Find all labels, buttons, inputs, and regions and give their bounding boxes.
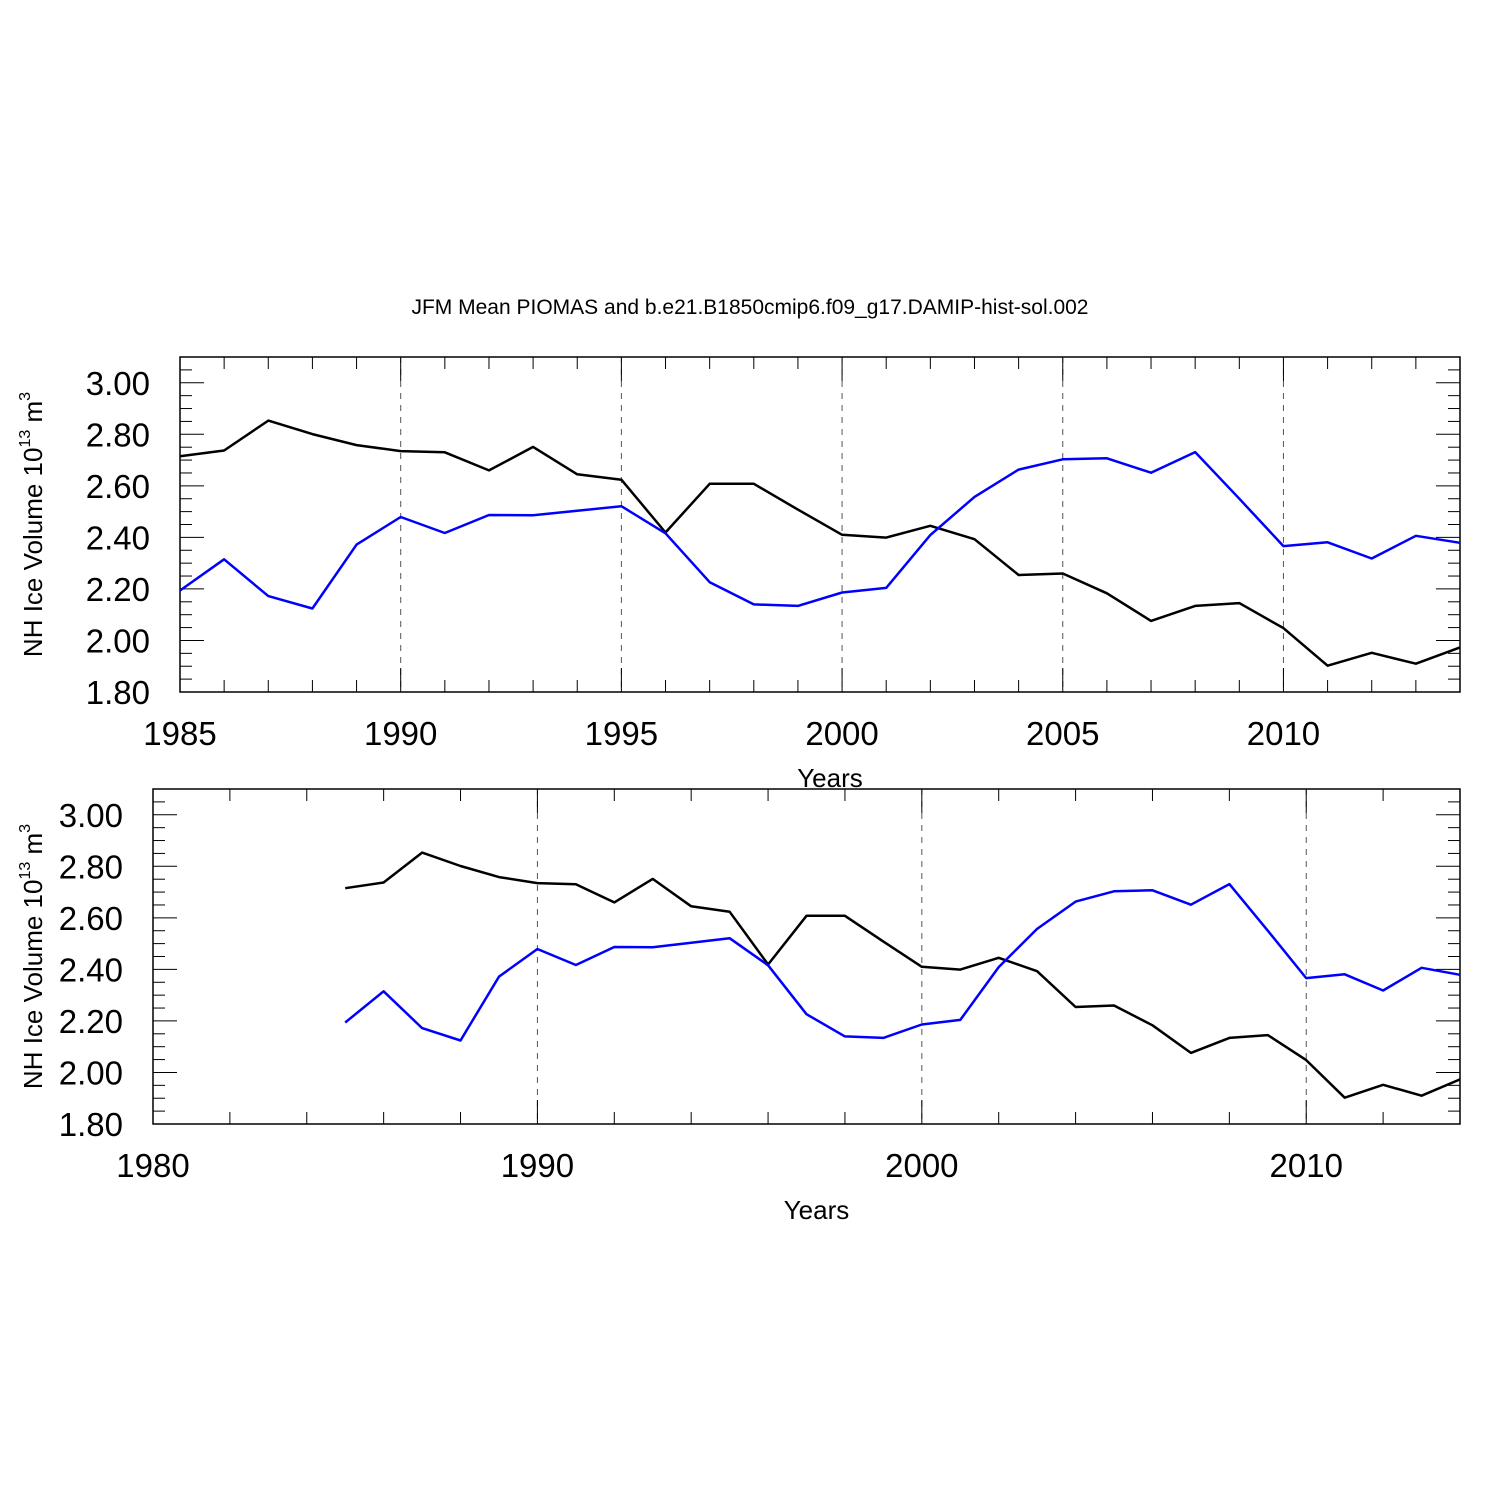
y-tick-label: 2.20 [86, 571, 150, 608]
y-tick-label: 1.80 [59, 1106, 123, 1143]
x-tick-label: 2010 [1247, 715, 1320, 752]
y-axis-title: NH Ice Volume 1013 m3 [17, 392, 48, 657]
x-axis-title: Years [797, 763, 863, 793]
x-tick-label: 1980 [116, 1147, 189, 1184]
y-tick-label: 3.00 [86, 365, 150, 402]
y-axis-title-unit-exp: 3 [17, 824, 34, 833]
x-tick-label: 2000 [805, 715, 878, 752]
x-axis-title: Years [784, 1195, 850, 1225]
y-axis-title-exp: 13 [17, 430, 34, 448]
chart-title: JFM Mean PIOMAS and b.e21.B1850cmip6.f09… [411, 296, 1089, 319]
y-axis-title-exp: 13 [17, 862, 34, 880]
y-axis-title: NH Ice Volume 1013 m3 [17, 824, 48, 1089]
x-tick-label: 1985 [143, 715, 216, 752]
y-tick-label: 2.20 [59, 1003, 123, 1040]
y-tick-label: 1.80 [86, 674, 150, 711]
y-tick-label: 2.00 [59, 1054, 123, 1091]
y-tick-label: 2.40 [59, 951, 123, 988]
y-axis-title-prefix: NH Ice Volume 10 [18, 880, 48, 1090]
x-tick-label: 2000 [885, 1147, 958, 1184]
panel-1: 1985 1990 1995 2000 2005 2010 1.80 2.00 2.20 2.40… [17, 356, 1461, 793]
y-tick-label: 2.80 [59, 848, 123, 885]
y-tick-label: 2.80 [86, 416, 150, 453]
y-tick-label: 2.40 [86, 519, 150, 556]
series-line-piomas [179, 419, 1461, 667]
y-axis-title-unit: m [18, 401, 48, 430]
series-line-piomas [345, 851, 1461, 1099]
series-line-model [179, 450, 1461, 610]
x-tick-label: 1995 [585, 715, 658, 752]
x-tick-label: 2010 [1270, 1147, 1343, 1184]
plot-frame [152, 788, 1461, 1125]
y-tick-label: 2.00 [86, 622, 150, 659]
x-tick-label: 1990 [501, 1147, 574, 1184]
panel-2: 1980 1990 2000 2010 1.80 2.00 2.20 2.40 2.60 2.80… [17, 788, 1461, 1225]
y-axis-title-unit: m [18, 833, 48, 862]
plot-frame [179, 356, 1461, 693]
y-axis-title-unit-exp: 3 [17, 392, 34, 401]
y-tick-label: 2.60 [59, 900, 123, 937]
y-axis-title-prefix: NH Ice Volume 10 [18, 448, 48, 658]
series-line-model [344, 882, 1461, 1042]
x-tick-label: 2005 [1026, 715, 1099, 752]
x-tick-label: 1990 [364, 715, 437, 752]
y-tick-label: 3.00 [59, 797, 123, 834]
y-tick-label: 2.60 [86, 468, 150, 505]
